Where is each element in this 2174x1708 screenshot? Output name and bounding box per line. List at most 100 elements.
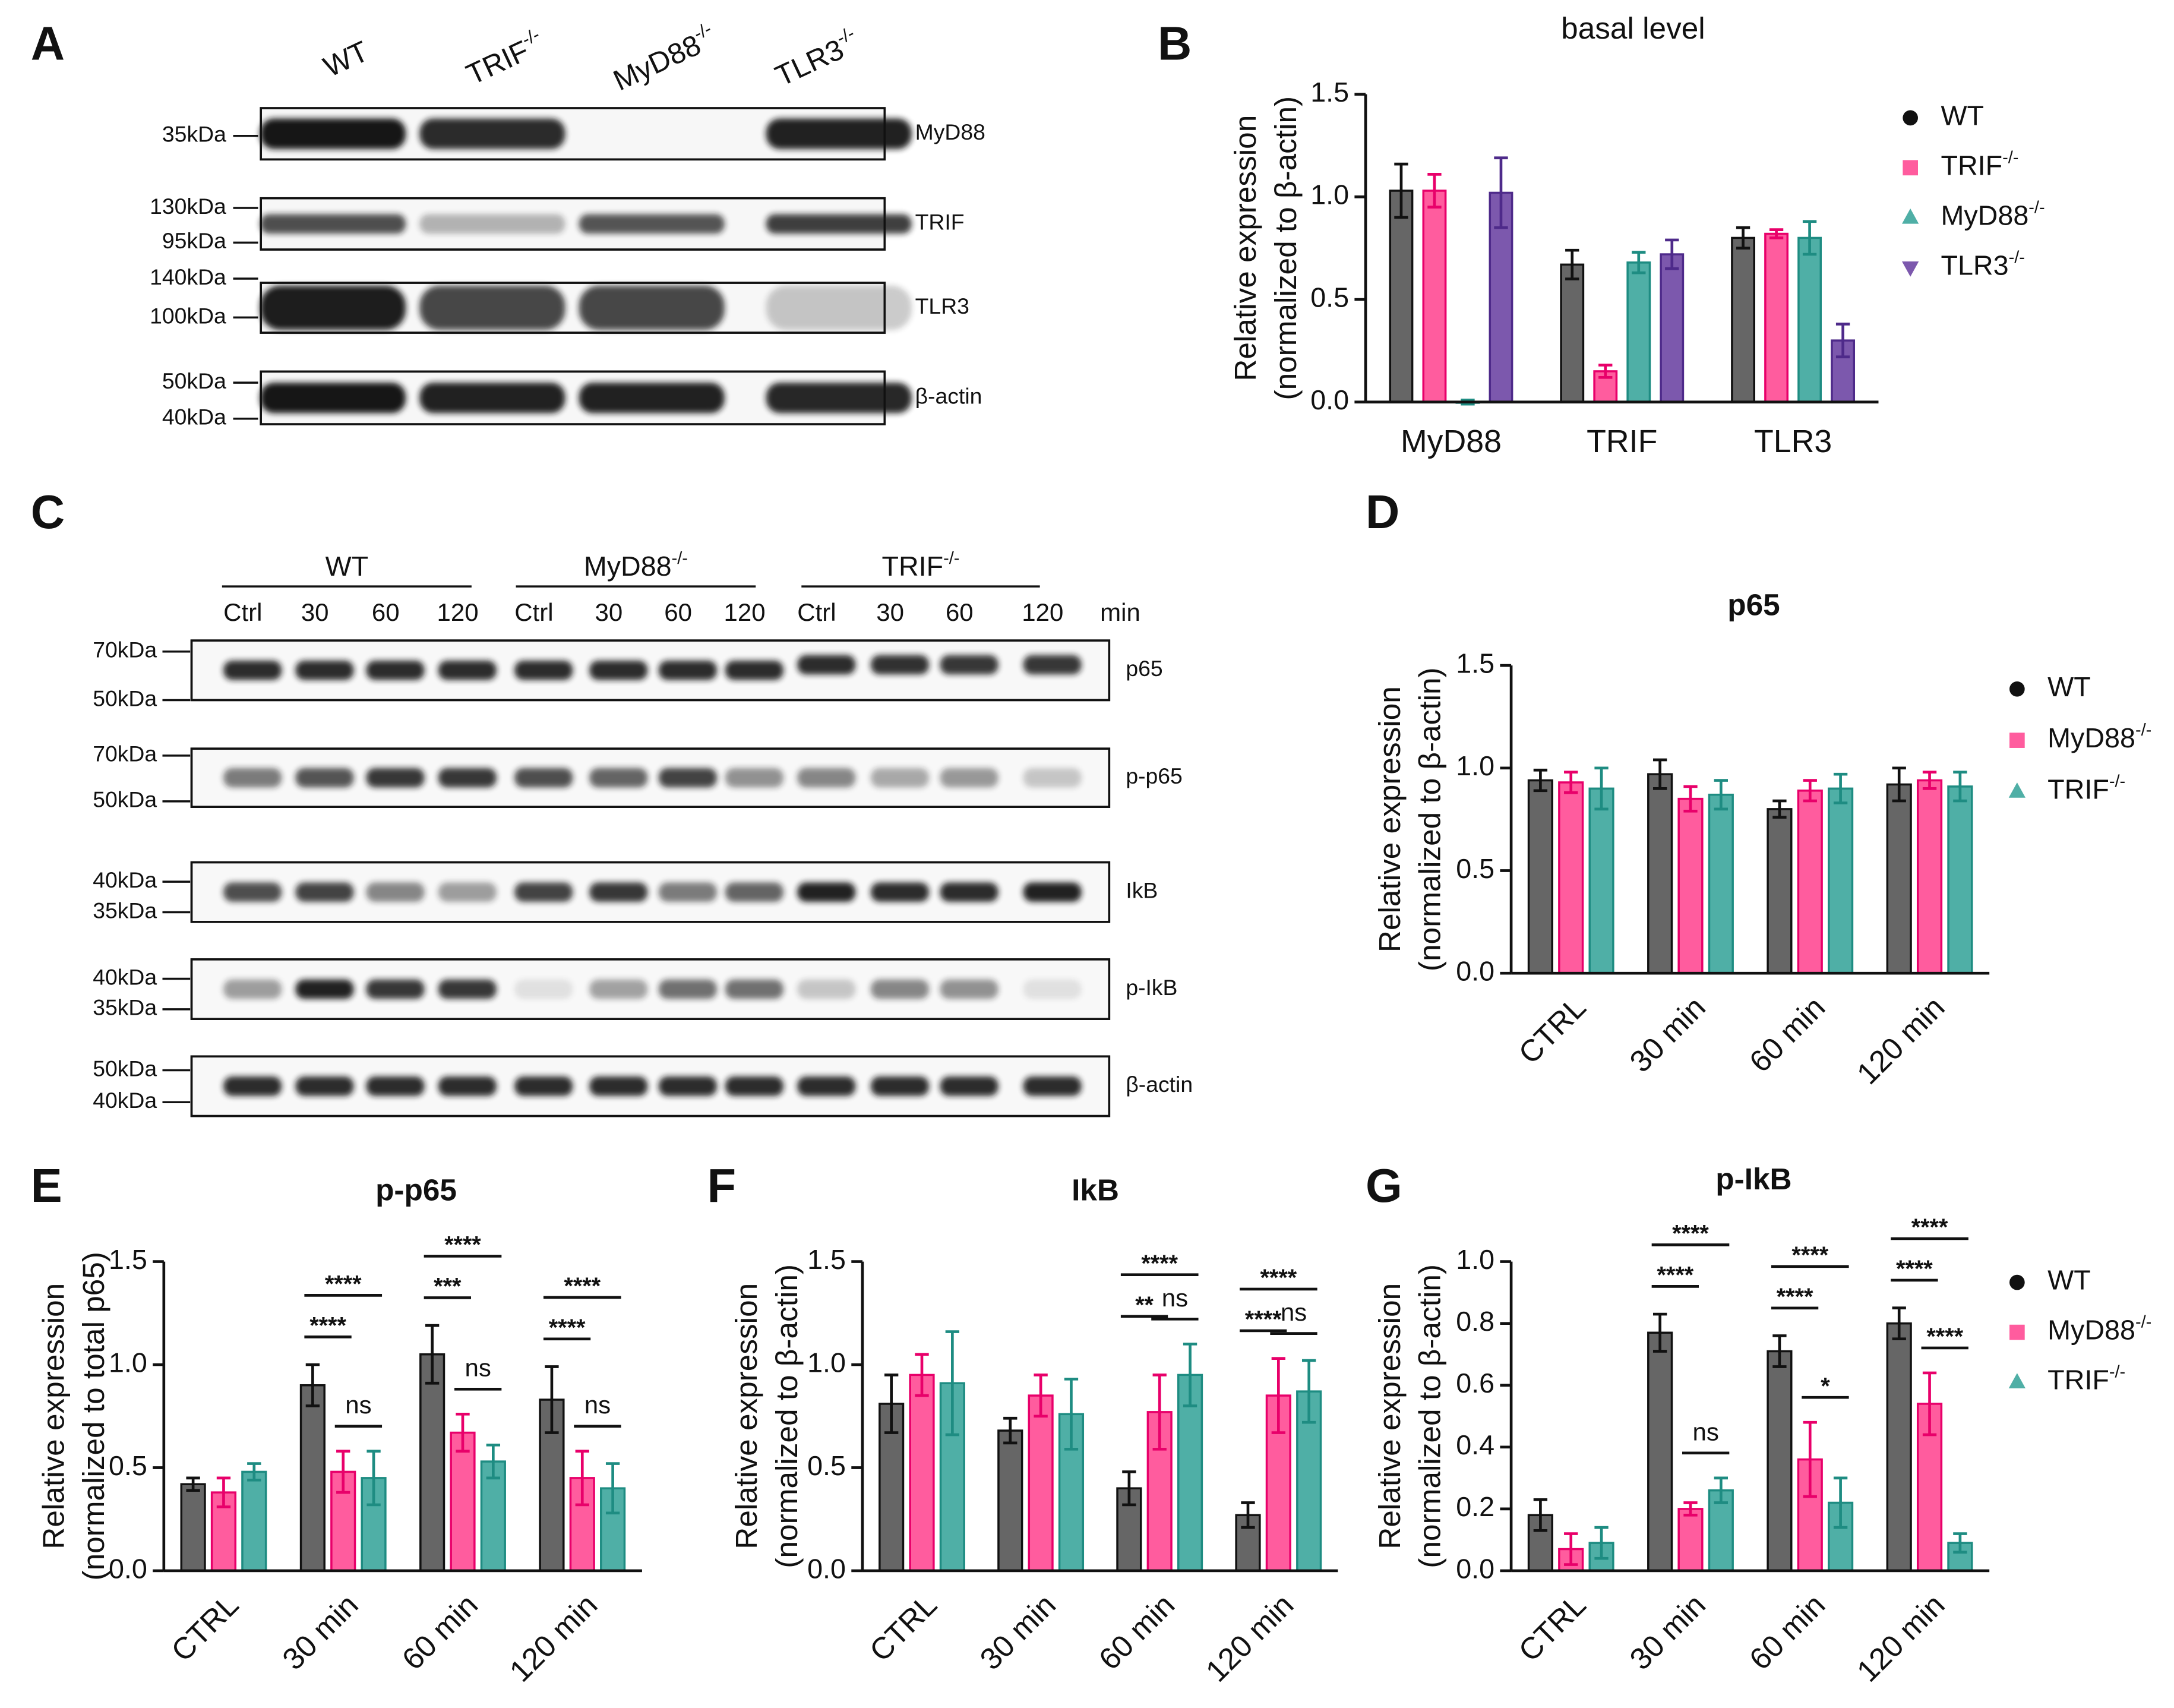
lane-label: Ctrl (514, 598, 553, 626)
error-bar (1953, 1532, 1967, 1554)
legend-label: WT (2047, 671, 2091, 702)
bar (1389, 190, 1414, 403)
error-bar (216, 1476, 231, 1508)
error-bar (915, 1353, 929, 1397)
unit-label: min (1100, 598, 1140, 626)
sig-label: * (1821, 1373, 1830, 1399)
chart-title: IkB (1072, 1173, 1119, 1207)
y-axis-label: Relative expression (1228, 115, 1262, 381)
bar (1708, 793, 1734, 974)
error-bar (1152, 1374, 1167, 1451)
x-tick-label: TRIF (1587, 424, 1657, 459)
lane-label: 120 (724, 598, 766, 626)
blot-band (797, 1076, 856, 1096)
blot-band (1023, 1076, 1082, 1096)
panel-letter: A (31, 17, 65, 70)
error-bar (1683, 785, 1698, 813)
panel-letter: D (1366, 485, 1399, 538)
group-label: TRIF-/- (881, 548, 959, 582)
y-tick-label: 0.0 (1310, 384, 1349, 415)
error-bar (1803, 1420, 1817, 1498)
blot-band (419, 383, 565, 413)
kda-label: 40kDa (93, 1088, 157, 1113)
lane-label: 120 (437, 598, 479, 626)
legend-marker (2008, 1373, 2026, 1388)
blot-band (223, 882, 282, 902)
legend-label-main: WT (1941, 100, 1985, 131)
group-label-sup: -/- (672, 548, 688, 567)
bar (1767, 1350, 1793, 1572)
y-tick-label: 1.5 (1456, 648, 1494, 678)
blot-band (658, 882, 717, 902)
chart-title: p65 (1727, 588, 1780, 622)
kda-label: 40kDa (93, 867, 157, 892)
y-tick-label: 0.5 (1456, 853, 1494, 884)
blot-band (514, 882, 573, 902)
y-axis-label: (normalized to β-actin) (1413, 667, 1447, 971)
kda-label: 35kDa (93, 995, 157, 1020)
lane-label: 60 (664, 598, 692, 626)
sig-label: **** (549, 1315, 586, 1341)
bar (450, 1431, 476, 1572)
blot-frame (190, 747, 1111, 808)
y-tick-label: 1.0 (1456, 1244, 1494, 1275)
error-bar (1833, 772, 1848, 804)
sig-label: **** (1911, 1214, 1948, 1240)
sig-label: ns (464, 1354, 491, 1382)
error-bar (1652, 758, 1667, 790)
x-tick-label: CTRL (165, 1587, 245, 1668)
blot-band (589, 660, 648, 680)
group-label-sup: -/- (943, 548, 959, 567)
y-tick-label: 1.0 (1310, 179, 1349, 210)
group-label: WT (326, 551, 369, 582)
x-tick-label: 60 min (1743, 1587, 1831, 1676)
bar (1558, 781, 1584, 974)
bar (241, 1470, 267, 1572)
y-axis-label: Relative expression (36, 1283, 70, 1549)
legend-marker (2009, 1324, 2025, 1340)
bar (299, 1384, 326, 1572)
kda-label: 50kDa (162, 368, 226, 393)
blot-frame (190, 1055, 1111, 1117)
blot-band (579, 214, 725, 234)
blot-band (295, 1076, 354, 1096)
error-bar (1769, 228, 1784, 239)
blot-frame (260, 107, 886, 161)
lane-label: TLR3-/- (769, 23, 864, 93)
blot-row-label: TLR3 (915, 293, 969, 318)
bar (1647, 1331, 1673, 1572)
error-bar (1565, 248, 1579, 280)
lane-label: WT (319, 35, 374, 83)
legend-label-sup: -/- (2002, 148, 2018, 167)
error-bar (1241, 1501, 1255, 1529)
blot-band (797, 882, 856, 902)
sig-label: **** (309, 1313, 346, 1339)
y-axis-label: Relative expression (1373, 1283, 1407, 1549)
lane-label: 60 (372, 598, 400, 626)
legend-label-main: WT (2047, 671, 2091, 702)
blot-frame (190, 958, 1111, 1020)
lane-label: 30 (301, 598, 329, 626)
error-bar (1598, 364, 1613, 379)
blot-band (870, 979, 929, 999)
error-bar (1003, 1416, 1018, 1445)
legend-label-main: TRIF (2047, 774, 2109, 805)
blot-band (295, 979, 354, 999)
bar (1828, 787, 1854, 974)
bar (1527, 779, 1553, 974)
blot-band (940, 882, 998, 902)
error-bar (1394, 162, 1408, 219)
blot-band (579, 383, 725, 413)
bar (1660, 253, 1685, 403)
legend-label: TRIF-/- (2047, 772, 2125, 805)
group-label-main: TRIF (881, 551, 943, 582)
legend-label-sup: -/- (2109, 772, 2125, 791)
blot-row-label: TRIF (915, 210, 965, 235)
blot-band (725, 768, 783, 788)
error-bar (456, 1412, 470, 1453)
blot-band (940, 1076, 998, 1096)
blot-row-label: p-IkB (1126, 975, 1177, 1000)
x-tick-label: 30 min (276, 1587, 365, 1676)
sig-label: **** (1791, 1242, 1828, 1268)
bar (1677, 797, 1704, 974)
